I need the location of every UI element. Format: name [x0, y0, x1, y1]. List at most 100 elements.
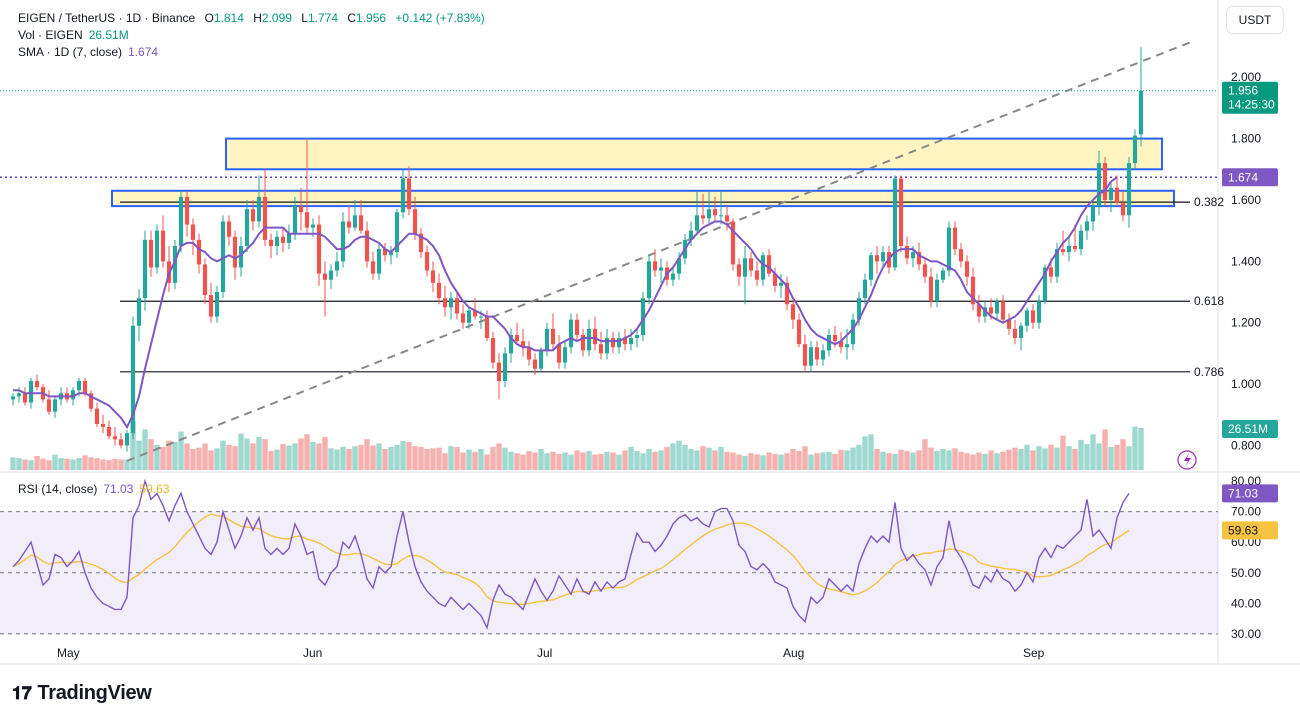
volume-bar — [478, 449, 484, 470]
volume-bar — [958, 451, 964, 470]
volume-bar — [760, 455, 766, 470]
volume-bar — [706, 447, 712, 470]
candle-body — [346, 221, 352, 228]
volume-bar — [1006, 449, 1012, 470]
volume-bar — [964, 453, 970, 470]
volume-bar — [454, 446, 460, 470]
candle-body — [910, 252, 916, 259]
candle-body — [514, 334, 520, 342]
volume-bar — [844, 450, 850, 470]
volume-bar — [826, 451, 832, 470]
price-tick-label: 0.800 — [1231, 438, 1261, 452]
volume-legend[interactable]: Vol · EIGEN 26.51M — [18, 27, 135, 43]
volume-bar — [154, 444, 160, 470]
symbol-legend: EIGEN / TetherUS · 1D · Binance O1.814 H… — [18, 10, 491, 26]
candle-body — [958, 249, 964, 262]
candle-body — [988, 307, 994, 314]
volume-bar — [352, 446, 358, 470]
candle-body — [142, 239, 148, 299]
currency-button[interactable]: USDT — [1226, 6, 1284, 34]
candle-body — [1132, 135, 1138, 164]
volume-bar — [736, 454, 742, 470]
price-tick-label: 1.000 — [1231, 377, 1261, 391]
sma-tag-text: 1.674 — [1228, 170, 1258, 184]
high-label: H — [253, 11, 262, 25]
volume-bar — [214, 448, 220, 470]
candle-body — [670, 273, 676, 280]
symbol-name[interactable]: EIGEN / TetherUS · 1D · Binance — [18, 11, 196, 25]
volume-bar — [1030, 450, 1036, 470]
candle-body — [298, 206, 304, 213]
candle-body — [202, 264, 208, 296]
volume-bar — [898, 449, 904, 470]
volume-bar — [904, 451, 910, 470]
candle-body — [760, 255, 766, 280]
volume-bar — [334, 449, 340, 470]
candle-body — [334, 261, 340, 271]
candle-body — [52, 399, 58, 412]
last-price-tag-bg — [1222, 81, 1278, 114]
volume-bar — [40, 458, 46, 470]
sma-legend[interactable]: SMA · 1D (7, close) 1.674 — [18, 44, 164, 60]
candle-body — [838, 341, 844, 348]
candle-body — [706, 209, 712, 219]
volume-bar — [268, 451, 274, 470]
sma-polyline — [13, 176, 1118, 430]
candle-body — [418, 233, 424, 253]
candle-body — [1066, 246, 1072, 253]
candle-body — [964, 261, 970, 277]
volume-bar — [208, 450, 214, 470]
candle-body — [370, 261, 376, 274]
candle-body — [832, 334, 838, 342]
volume-bar — [646, 449, 652, 470]
volume-bar — [238, 433, 244, 470]
volume-bar — [688, 449, 694, 470]
volume-bar — [556, 453, 562, 470]
volume-bar — [220, 440, 226, 470]
volume-bar — [382, 449, 388, 470]
volume-bar — [916, 450, 922, 470]
volume-bar — [376, 443, 382, 470]
volume-bar — [796, 451, 802, 470]
rsi-tick-label: 50.00 — [1231, 566, 1261, 580]
candle-body — [652, 261, 658, 271]
brand-name: TradingView — [37, 682, 152, 704]
candle-body — [532, 359, 538, 369]
candle-body — [466, 310, 472, 323]
candle-body — [904, 246, 910, 259]
volume-bar — [370, 445, 376, 470]
candle-body — [868, 255, 874, 280]
volume-bar — [868, 434, 874, 470]
trendline — [126, 39, 1196, 462]
candle-body — [328, 270, 334, 280]
candle-body — [784, 282, 790, 305]
rsi-legend[interactable]: RSI (14, close) 71.03 59.63 — [18, 481, 175, 497]
volume-bar — [34, 456, 40, 470]
rsi-tick-label: 30.00 — [1231, 627, 1261, 641]
price-tick-label: 1.600 — [1231, 193, 1261, 207]
candle-body — [628, 338, 634, 345]
volume-bar — [994, 453, 1000, 470]
candle-body — [154, 230, 160, 268]
volume-bar — [910, 452, 916, 470]
volume-bar — [1126, 446, 1132, 470]
candle-body — [952, 227, 958, 250]
candle-body — [10, 396, 16, 400]
tradingview-logo[interactable]: 𝟏𝟕 TradingView — [12, 682, 152, 705]
volume-bar — [1114, 444, 1120, 470]
candle-body — [982, 307, 988, 317]
rsi-tick-label: 70.00 — [1231, 505, 1261, 519]
volume-bar — [502, 447, 508, 470]
time-axis: May Jun Jul Aug Sep — [57, 646, 1045, 660]
candle-body — [1072, 246, 1078, 250]
volume-bar — [394, 444, 400, 470]
volume-bar — [532, 452, 538, 470]
candle-body — [766, 255, 772, 274]
candle-body — [1054, 249, 1060, 277]
candle-body — [1090, 206, 1096, 222]
price-tick-label: 1.800 — [1231, 132, 1261, 146]
volume-bar — [322, 437, 328, 470]
candle-body — [184, 196, 190, 225]
